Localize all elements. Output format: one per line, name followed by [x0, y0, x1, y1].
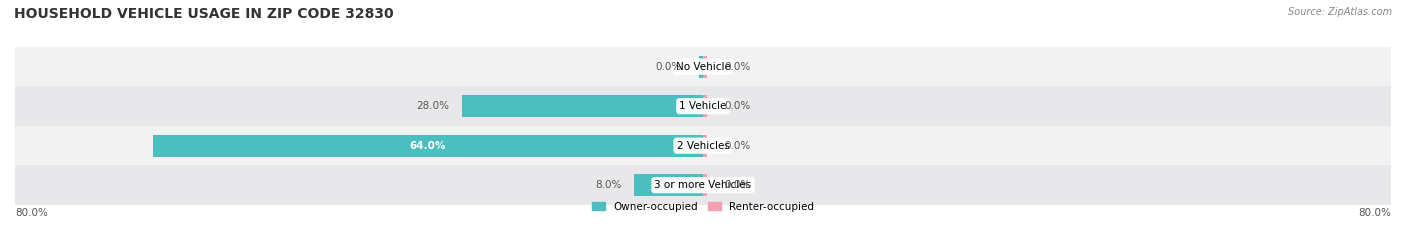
Text: 8.0%: 8.0%	[595, 180, 621, 190]
Text: 0.0%: 0.0%	[655, 62, 682, 72]
Legend: Owner-occupied, Renter-occupied: Owner-occupied, Renter-occupied	[592, 202, 814, 212]
Text: 0.0%: 0.0%	[724, 101, 751, 111]
Text: 28.0%: 28.0%	[416, 101, 450, 111]
Text: 80.0%: 80.0%	[15, 208, 48, 218]
Bar	[703, 56, 707, 78]
Bar	[153, 135, 703, 157]
Bar	[703, 135, 707, 157]
Text: Source: ZipAtlas.com: Source: ZipAtlas.com	[1288, 7, 1392, 17]
Bar	[15, 47, 1391, 86]
Text: 64.0%: 64.0%	[409, 141, 446, 151]
Bar	[15, 86, 1391, 126]
Text: No Vehicle: No Vehicle	[675, 62, 731, 72]
Text: 0.0%: 0.0%	[724, 141, 751, 151]
Text: 0.0%: 0.0%	[724, 62, 751, 72]
Text: 3 or more Vehicles: 3 or more Vehicles	[654, 180, 752, 190]
Text: HOUSEHOLD VEHICLE USAGE IN ZIP CODE 32830: HOUSEHOLD VEHICLE USAGE IN ZIP CODE 3283…	[14, 7, 394, 21]
Bar	[15, 126, 1391, 165]
Text: 80.0%: 80.0%	[1358, 208, 1391, 218]
Bar	[703, 95, 707, 117]
Text: 0.0%: 0.0%	[724, 180, 751, 190]
Bar	[463, 95, 703, 117]
Bar	[703, 174, 707, 196]
Bar	[15, 165, 1391, 205]
Bar	[634, 174, 703, 196]
Text: 2 Vehicles: 2 Vehicles	[676, 141, 730, 151]
Bar	[699, 56, 703, 78]
Text: 1 Vehicle: 1 Vehicle	[679, 101, 727, 111]
